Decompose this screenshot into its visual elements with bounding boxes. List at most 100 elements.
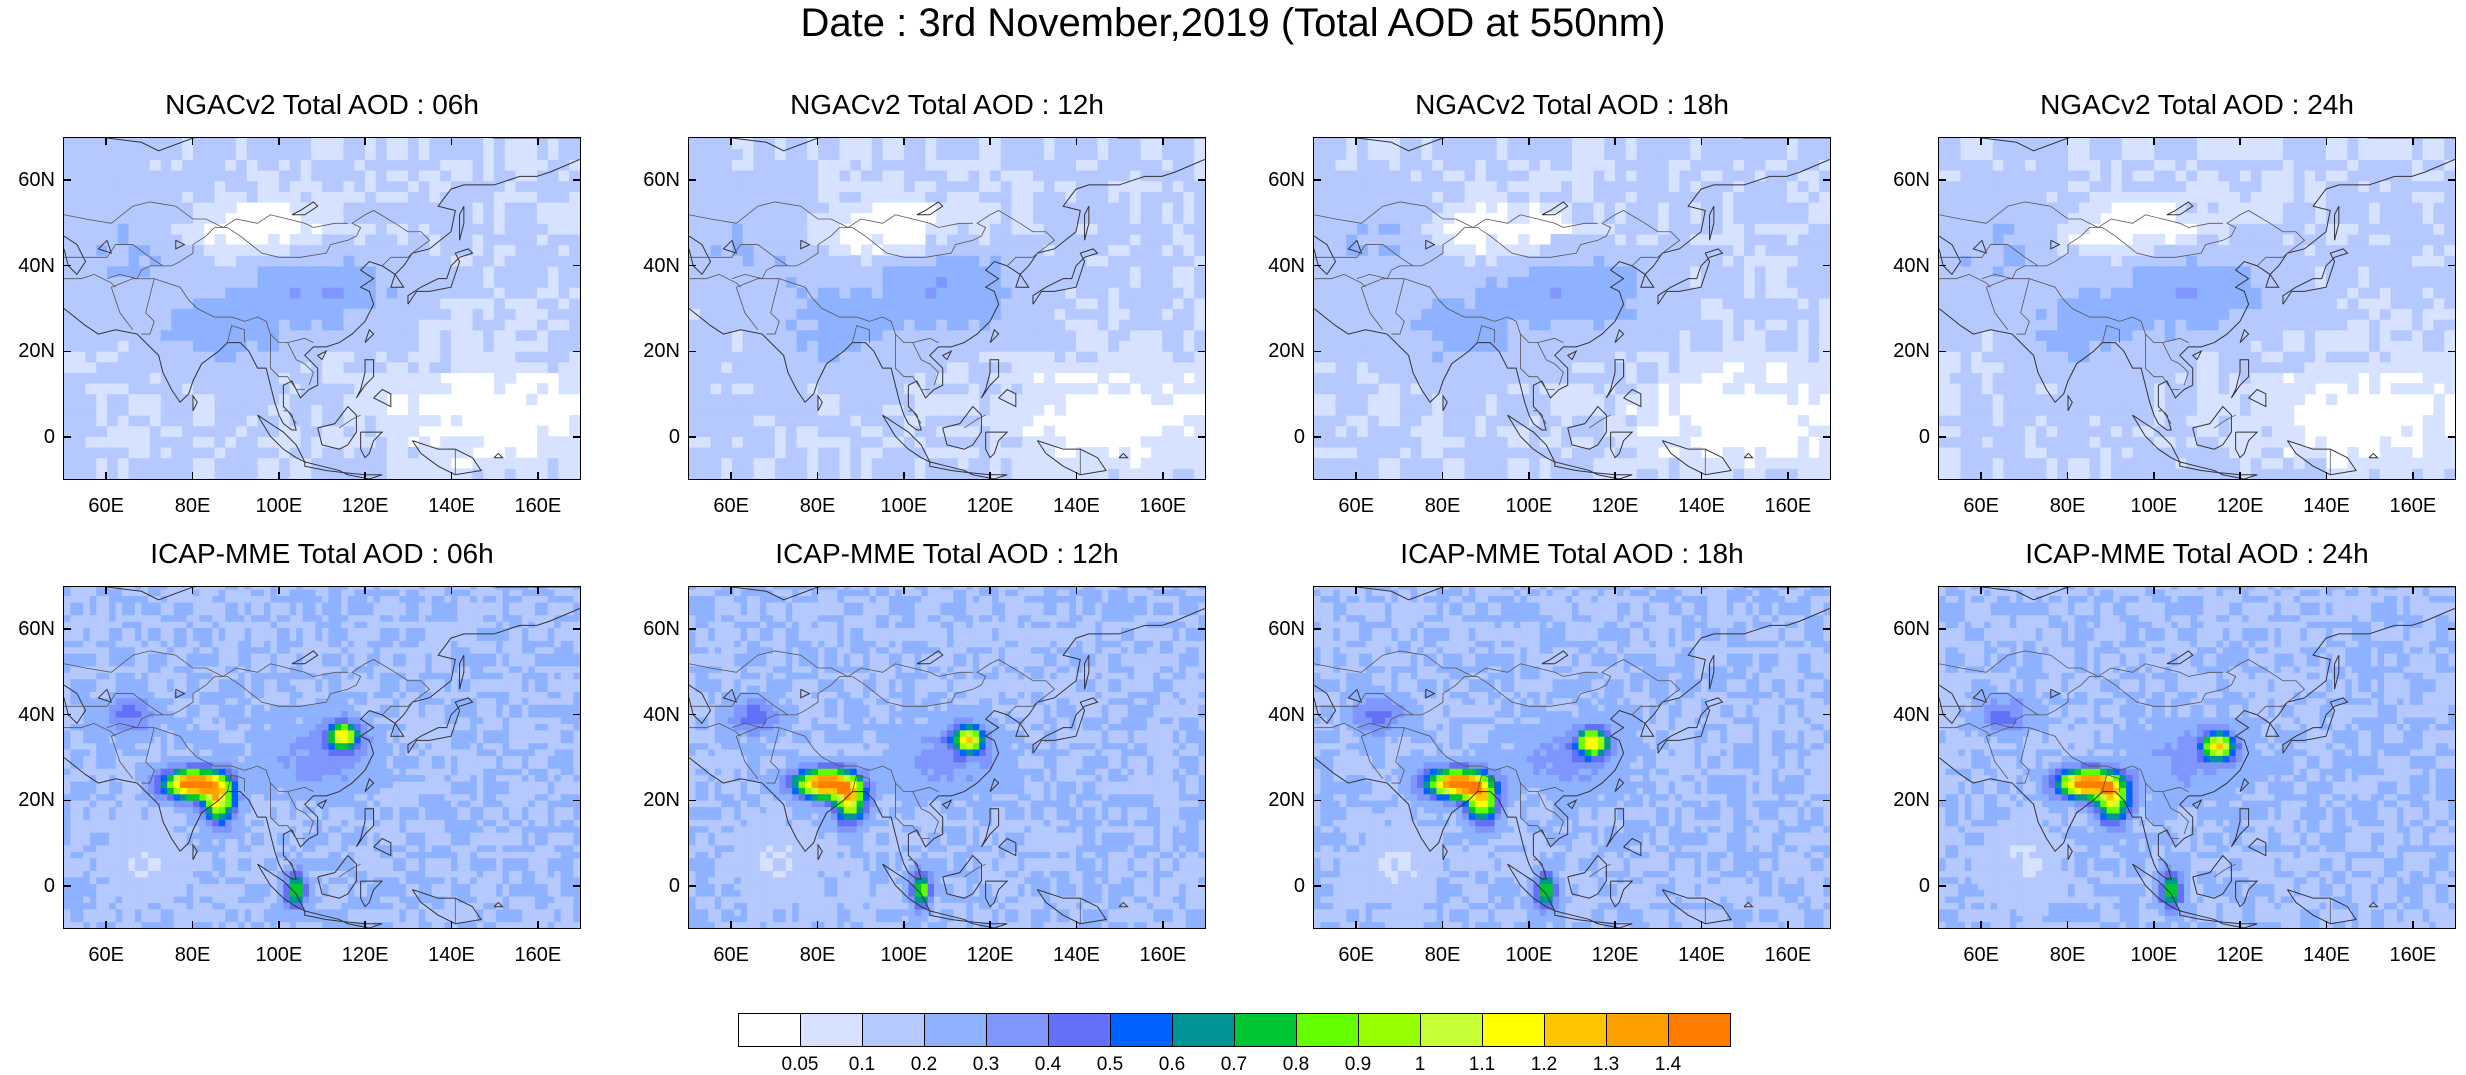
- panel-title: ICAP-MME Total AOD : 12h: [668, 538, 1226, 570]
- x-tick-label: 100E: [1499, 496, 1559, 516]
- colorbar-label: 0.05: [770, 1055, 830, 1075]
- x-tick-mark: [1162, 586, 1164, 594]
- y-tick-mark: [1823, 628, 1831, 630]
- y-tick-label: 0: [1880, 427, 1930, 447]
- x-tick-label: 80E: [163, 945, 223, 965]
- x-tick-mark: [278, 586, 280, 594]
- aod-field: [689, 138, 1205, 479]
- x-tick-mark: [1076, 472, 1078, 480]
- y-tick-mark: [1823, 265, 1831, 267]
- y-tick-mark: [2448, 714, 2456, 716]
- y-tick-label: 20N: [1880, 790, 1930, 810]
- colorbar-swatch: [1358, 1013, 1421, 1047]
- x-tick-label: 100E: [1499, 945, 1559, 965]
- y-tick-mark: [1198, 628, 1206, 630]
- x-tick-mark: [2412, 586, 2414, 594]
- y-tick-mark: [63, 179, 71, 181]
- x-tick-mark: [730, 586, 732, 594]
- x-tick-label: 140E: [1047, 496, 1107, 516]
- y-tick-label: 40N: [1255, 705, 1305, 725]
- colorbar-label: 1.4: [1638, 1055, 1698, 1075]
- x-tick-mark: [192, 921, 194, 929]
- x-tick-mark: [2153, 586, 2155, 594]
- x-tick-label: 80E: [2038, 945, 2098, 965]
- x-tick-label: 60E: [1326, 945, 1386, 965]
- x-tick-mark: [1701, 921, 1703, 929]
- aod-field: [1939, 587, 2455, 928]
- colorbar-swatch: [1296, 1013, 1359, 1047]
- y-tick-mark: [1938, 628, 1946, 630]
- aod-grid-cells: [1939, 138, 2455, 479]
- y-tick-mark: [573, 885, 581, 887]
- x-tick-mark: [1162, 921, 1164, 929]
- y-tick-mark: [1313, 800, 1321, 802]
- colorbar-label: 0.9: [1328, 1055, 1388, 1075]
- colorbar-label: 0.4: [1018, 1055, 1078, 1075]
- y-tick-mark: [1198, 351, 1206, 353]
- x-tick-mark: [105, 472, 107, 480]
- x-tick-label: 160E: [1133, 945, 1193, 965]
- y-tick-label: 60N: [630, 619, 680, 639]
- colorbar-swatch: [1668, 1013, 1731, 1047]
- y-tick-mark: [1198, 714, 1206, 716]
- y-tick-label: 40N: [1880, 256, 1930, 276]
- x-tick-label: 60E: [1951, 496, 2011, 516]
- y-tick-mark: [688, 800, 696, 802]
- x-tick-mark: [105, 137, 107, 145]
- y-tick-mark: [1313, 885, 1321, 887]
- y-tick-mark: [573, 265, 581, 267]
- x-tick-mark: [364, 921, 366, 929]
- x-tick-mark: [1980, 137, 1982, 145]
- x-tick-mark: [537, 586, 539, 594]
- x-tick-label: 100E: [249, 945, 309, 965]
- x-tick-mark: [2239, 137, 2241, 145]
- y-tick-label: 0: [5, 876, 55, 896]
- x-tick-mark: [1528, 137, 1530, 145]
- y-tick-label: 40N: [630, 256, 680, 276]
- x-tick-mark: [451, 921, 453, 929]
- x-tick-mark: [1355, 472, 1357, 480]
- colorbar-swatch: [924, 1013, 987, 1047]
- colorbar-swatch: [862, 1013, 925, 1047]
- y-tick-mark: [1823, 436, 1831, 438]
- y-tick-mark: [2448, 800, 2456, 802]
- x-tick-label: 140E: [2297, 945, 2357, 965]
- y-tick-mark: [2448, 179, 2456, 181]
- y-tick-label: 0: [630, 876, 680, 896]
- map-plot-area: [688, 586, 1206, 929]
- x-tick-mark: [2412, 921, 2414, 929]
- x-tick-label: 140E: [422, 945, 482, 965]
- y-tick-label: 0: [1255, 876, 1305, 896]
- map-plot-area: [1938, 586, 2456, 929]
- x-tick-mark: [1614, 921, 1616, 929]
- colorbar-label: 1.2: [1514, 1055, 1574, 1075]
- y-tick-mark: [688, 436, 696, 438]
- x-tick-label: 140E: [1672, 496, 1732, 516]
- aod-field: [1314, 138, 1830, 479]
- x-tick-mark: [2412, 137, 2414, 145]
- x-tick-label: 120E: [1585, 496, 1645, 516]
- x-tick-mark: [2326, 586, 2328, 594]
- x-tick-mark: [1442, 137, 1444, 145]
- aod-field: [1314, 587, 1830, 928]
- y-tick-mark: [2448, 436, 2456, 438]
- x-tick-label: 120E: [2210, 496, 2270, 516]
- y-tick-mark: [2448, 265, 2456, 267]
- colorbar-swatch: [1420, 1013, 1483, 1047]
- x-tick-mark: [1162, 472, 1164, 480]
- x-tick-mark: [903, 586, 905, 594]
- colorbar-swatch: [1606, 1013, 1669, 1047]
- x-tick-mark: [537, 921, 539, 929]
- x-tick-mark: [2326, 921, 2328, 929]
- x-tick-label: 120E: [960, 945, 1020, 965]
- x-tick-mark: [2239, 586, 2241, 594]
- y-tick-mark: [1938, 436, 1946, 438]
- y-tick-label: 20N: [5, 790, 55, 810]
- colorbar-swatch: [1048, 1013, 1111, 1047]
- x-tick-label: 140E: [1047, 945, 1107, 965]
- x-tick-mark: [989, 921, 991, 929]
